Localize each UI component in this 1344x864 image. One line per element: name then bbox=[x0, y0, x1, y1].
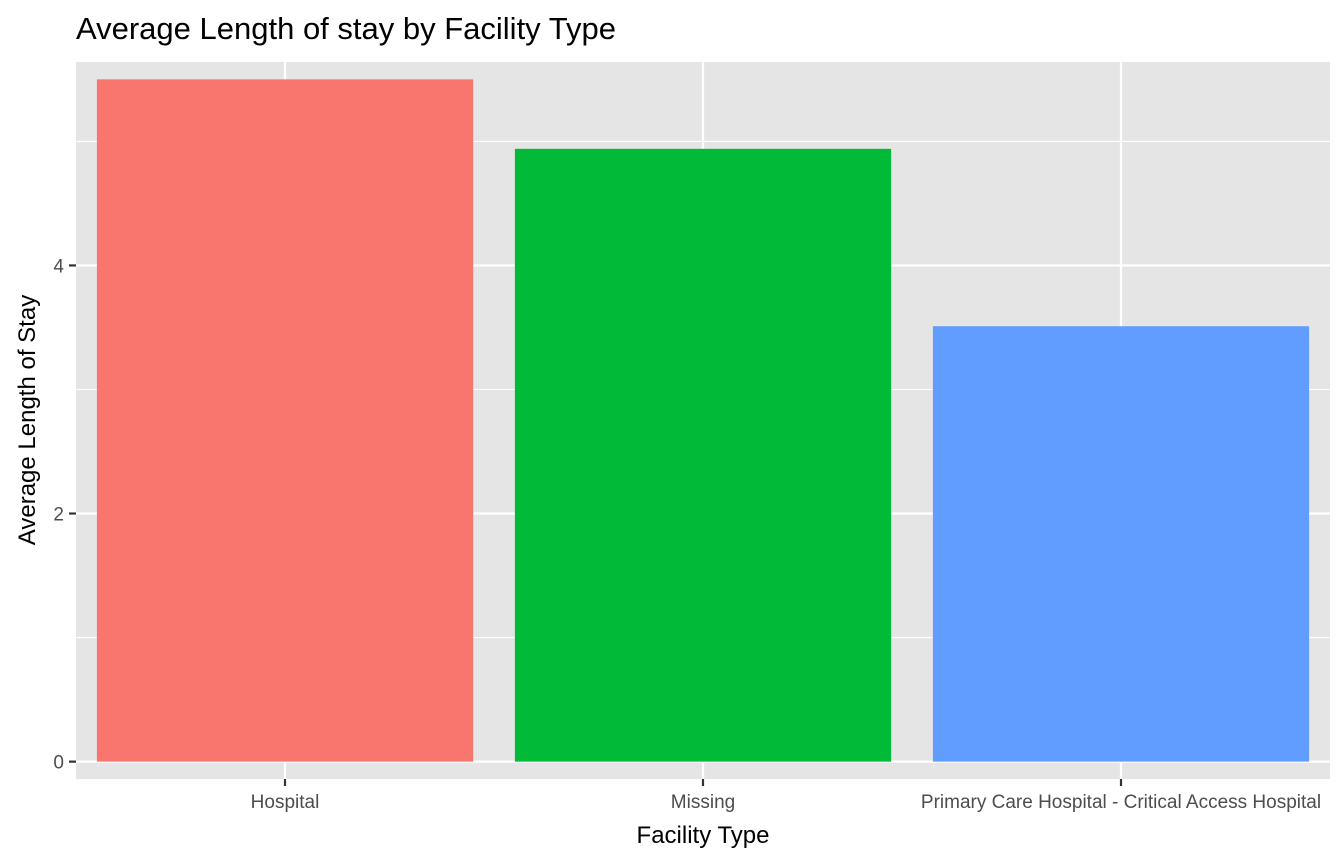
y-tick-label: 2 bbox=[53, 505, 64, 526]
bar-primary-care-hospital-critical-access-hospital bbox=[932, 326, 1310, 762]
x-axis-title: Facility Type bbox=[637, 822, 770, 849]
x-tick-label: Missing bbox=[671, 792, 735, 813]
bar-missing bbox=[514, 148, 892, 762]
bars bbox=[96, 79, 1310, 762]
y-tick-label: 4 bbox=[53, 256, 64, 277]
bar-hospital bbox=[96, 79, 474, 762]
x-tick-label: Hospital bbox=[251, 792, 320, 813]
y-axis-title: Average Length of Stay bbox=[14, 295, 41, 545]
chart-title: Average Length of stay by Facility Type bbox=[76, 11, 616, 46]
y-tick-label: 0 bbox=[53, 753, 64, 774]
x-tick-label: Primary Care Hospital - Critical Access … bbox=[921, 792, 1321, 813]
axes: 0 2 4 Hospital Missing Primary Care Hospital … bbox=[53, 256, 1321, 813]
